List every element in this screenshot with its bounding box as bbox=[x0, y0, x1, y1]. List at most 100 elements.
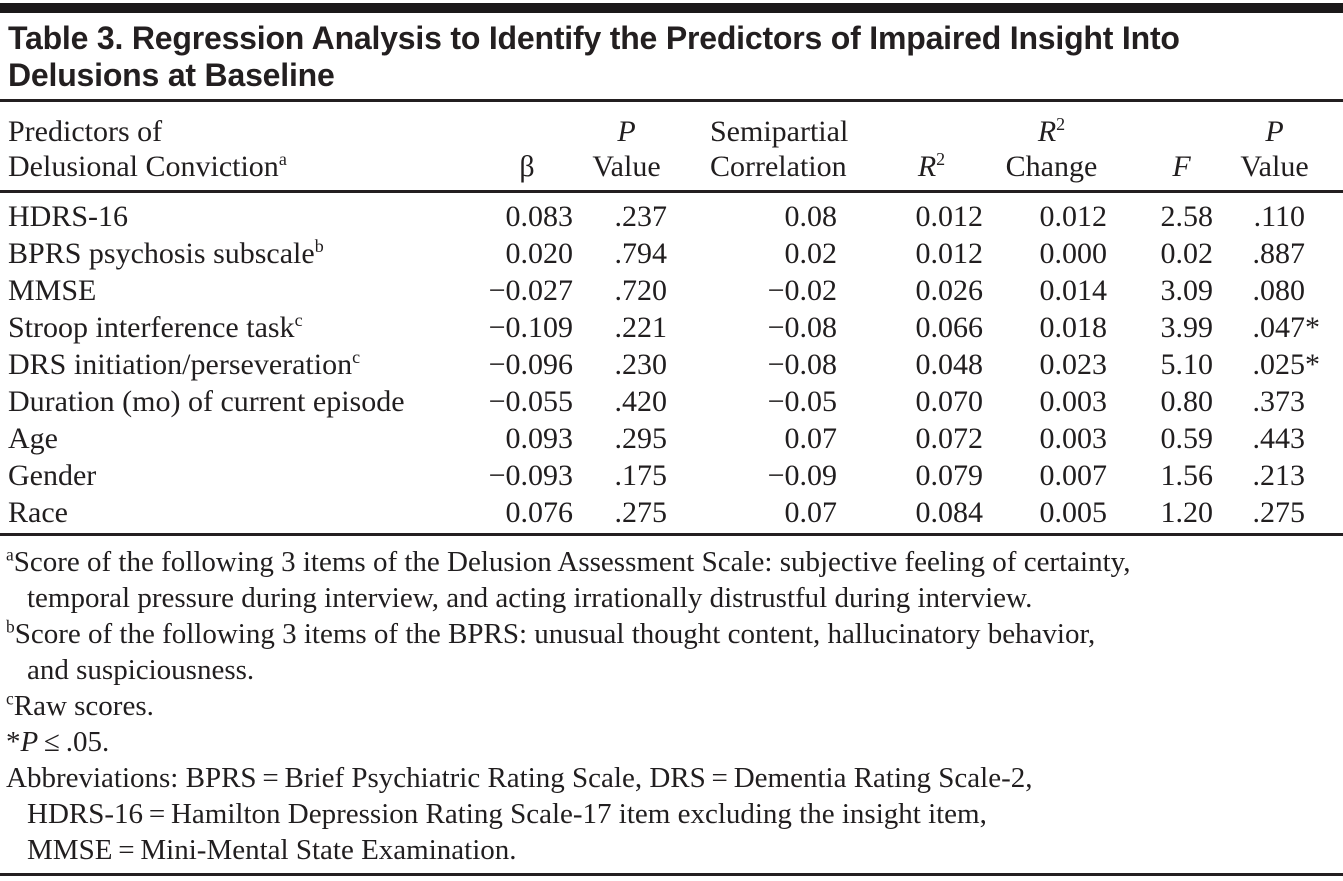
footnote-marker: b bbox=[6, 616, 15, 637]
col-header-f: F bbox=[1120, 102, 1226, 193]
cell-p-value: .275 bbox=[1252, 496, 1306, 529]
footnote-c: cRaw scores. bbox=[6, 688, 154, 722]
cell-p: .794 bbox=[614, 237, 668, 270]
cell-f: 2.58 bbox=[1160, 200, 1214, 233]
cell-r2: 0.072 bbox=[915, 422, 984, 455]
cell-p: .295 bbox=[614, 422, 668, 455]
top-bar-divider bbox=[0, 3, 1343, 13]
cell-semipartial: −0.08 bbox=[767, 348, 837, 381]
table-row: Stroop interference taskc −0.109 .221 −0… bbox=[0, 309, 1343, 346]
col-header-semipartial-correlation: Semipartial Correlation bbox=[680, 102, 850, 193]
cell-beta: −0.093 bbox=[488, 459, 573, 492]
cell-f: 5.10 bbox=[1160, 348, 1214, 381]
table-row: Race 0.076 .275 0.07 0.084 0.005 1.20 .2… bbox=[0, 494, 1343, 535]
cell-r2-change: 0.014 bbox=[1039, 274, 1108, 307]
cell-predictor: DRS initiation/perseverationc bbox=[8, 347, 361, 381]
table-row: Gender −0.093 .175 −0.09 0.079 0.007 1.5… bbox=[0, 457, 1343, 494]
cell-predictor: Duration (mo) of current episode bbox=[8, 385, 405, 418]
table-header: Predictors of Delusional Convictiona β P… bbox=[0, 102, 1343, 193]
cell-p: .237 bbox=[614, 200, 668, 233]
header-row: Predictors of Delusional Convictiona β P… bbox=[0, 102, 1343, 193]
col-header-p-value: P Value bbox=[586, 102, 680, 193]
col-header-p-value-2: P Value bbox=[1226, 102, 1343, 193]
cell-f: 0.59 bbox=[1160, 422, 1214, 455]
table-row: HDRS-16 0.083 .237 0.08 0.012 0.012 2.58… bbox=[0, 192, 1343, 236]
cell-p-value: .025* bbox=[1252, 348, 1321, 381]
cell-semipartial: −0.05 bbox=[767, 385, 837, 418]
cell-semipartial: −0.08 bbox=[767, 311, 837, 344]
cell-semipartial: 0.08 bbox=[784, 200, 838, 233]
cell-r2-change: 0.023 bbox=[1039, 348, 1108, 381]
regression-table: Predictors of Delusional Convictiona β P… bbox=[0, 102, 1343, 536]
cell-f: 0.80 bbox=[1160, 385, 1214, 418]
cell-predictor: Stroop interference taskc bbox=[8, 310, 303, 344]
footnote-marker-a-ref: a bbox=[278, 149, 287, 169]
cell-r2: 0.070 bbox=[915, 385, 984, 418]
cell-r2: 0.084 bbox=[915, 496, 984, 529]
cell-r2: 0.079 bbox=[915, 459, 984, 492]
cell-predictor: MMSE bbox=[8, 274, 97, 307]
cell-r2-change: 0.003 bbox=[1039, 385, 1108, 418]
cell-p: .420 bbox=[614, 385, 668, 418]
cell-semipartial: −0.09 bbox=[767, 459, 837, 492]
cell-f: 1.56 bbox=[1160, 459, 1214, 492]
cell-semipartial: 0.07 bbox=[784, 422, 838, 455]
cell-p-value: .373 bbox=[1252, 385, 1306, 418]
cell-predictor: Race bbox=[8, 496, 68, 529]
cell-p: .221 bbox=[614, 311, 668, 344]
table-title-line2: Delusions at Baseline bbox=[8, 57, 335, 93]
cell-beta: −0.109 bbox=[488, 311, 573, 344]
cell-beta: −0.096 bbox=[488, 348, 573, 381]
cell-beta: 0.093 bbox=[505, 422, 574, 455]
cell-p: .720 bbox=[614, 274, 668, 307]
cell-beta: −0.027 bbox=[488, 274, 573, 307]
cell-beta: 0.020 bbox=[505, 237, 574, 270]
cell-r2: 0.026 bbox=[915, 274, 984, 307]
footnote-marker: a bbox=[6, 544, 14, 565]
col-header-predictors: Predictors of Delusional Convictiona bbox=[0, 102, 481, 193]
cell-p-value: .443 bbox=[1252, 422, 1306, 455]
table-row: Duration (mo) of current episode −0.055 … bbox=[0, 383, 1343, 420]
table-row: DRS initiation/perseverationc −0.096 .23… bbox=[0, 346, 1343, 383]
cell-predictor: BPRS psychosis subscaleb bbox=[8, 236, 324, 270]
cell-r2-change: 0.003 bbox=[1039, 422, 1108, 455]
footnote-b: bScore of the following 3 items of the B… bbox=[6, 616, 1096, 686]
cell-semipartial: 0.02 bbox=[784, 237, 838, 270]
cell-p: .275 bbox=[614, 496, 668, 529]
table-row: MMSE −0.027 .720 −0.02 0.026 0.014 3.09 … bbox=[0, 272, 1343, 309]
cell-r2: 0.012 bbox=[915, 200, 984, 233]
footnote-significance: *P ≤ .05. bbox=[6, 726, 110, 758]
cell-p-value: .080 bbox=[1252, 274, 1306, 307]
cell-p-value: .047* bbox=[1252, 311, 1321, 344]
cell-r2: 0.048 bbox=[915, 348, 984, 381]
cell-semipartial: −0.02 bbox=[767, 274, 837, 307]
table-row: BPRS psychosis subscaleb 0.020 .794 0.02… bbox=[0, 235, 1343, 272]
bottom-rule bbox=[0, 873, 1343, 876]
cell-r2: 0.066 bbox=[915, 311, 984, 344]
cell-predictor: HDRS-16 bbox=[8, 200, 129, 233]
cell-p-value: .213 bbox=[1252, 459, 1306, 492]
footnote-marker: c bbox=[6, 688, 14, 709]
table-body: HDRS-16 0.083 .237 0.08 0.012 0.012 2.58… bbox=[0, 192, 1343, 535]
cell-p: .175 bbox=[614, 459, 668, 492]
footnote-abbreviations: Abbreviations: BPRS = Brief Psychiatric … bbox=[6, 762, 1033, 866]
footnote-a: aScore of the following 3 items of the D… bbox=[6, 544, 1131, 614]
cell-p-value: .110 bbox=[1253, 200, 1305, 233]
cell-r2-change: 0.000 bbox=[1039, 237, 1108, 270]
footnotes: aScore of the following 3 items of the D… bbox=[0, 536, 1343, 868]
title-rule bbox=[0, 99, 1343, 102]
table-title: Table 3. Regression Analysis to Identify… bbox=[0, 13, 1343, 99]
table-title-line1: Table 3. Regression Analysis to Identify… bbox=[8, 20, 1180, 56]
cell-p: .230 bbox=[614, 348, 668, 381]
cell-beta: 0.076 bbox=[505, 496, 574, 529]
cell-f: 0.02 bbox=[1160, 237, 1214, 270]
cell-beta: −0.055 bbox=[488, 385, 573, 418]
cell-r2-change: 0.012 bbox=[1039, 200, 1108, 233]
cell-p-value: .887 bbox=[1252, 237, 1306, 270]
table-row: Age 0.093 .295 0.07 0.072 0.003 0.59 .44… bbox=[0, 420, 1343, 457]
col-header-beta: β bbox=[481, 102, 586, 193]
cell-f: 3.09 bbox=[1160, 274, 1214, 307]
cell-beta: 0.083 bbox=[505, 200, 574, 233]
cell-r2-change: 0.018 bbox=[1039, 311, 1108, 344]
